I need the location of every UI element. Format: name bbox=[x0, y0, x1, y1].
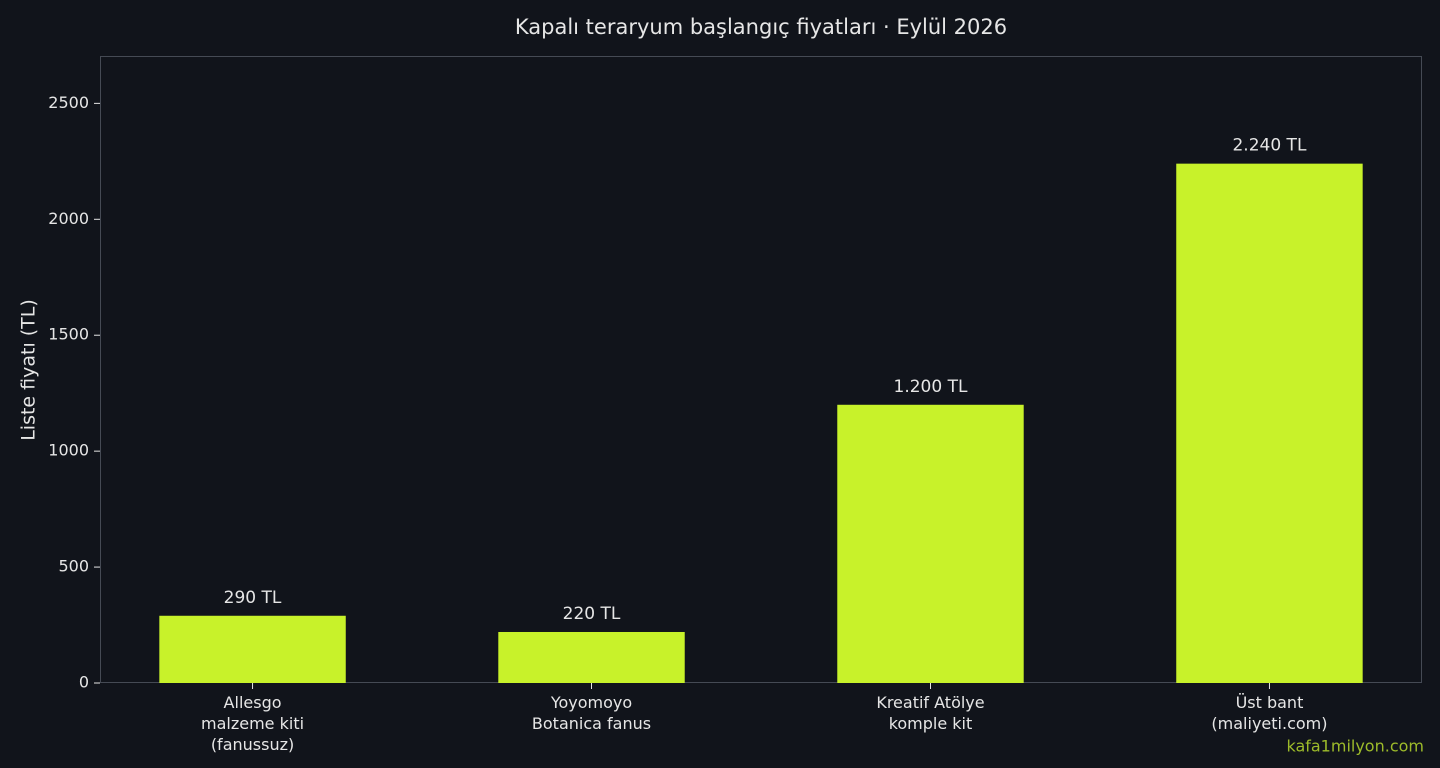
y-tick-label: 1500 bbox=[48, 325, 89, 344]
bar bbox=[1176, 163, 1363, 683]
bar bbox=[837, 404, 1024, 683]
value-label: 1.200 TL bbox=[894, 377, 968, 397]
plot-frame bbox=[100, 56, 1422, 683]
value-label: 2.240 TL bbox=[1232, 136, 1306, 156]
x-tick-label: Üst bant (maliyeti.com) bbox=[1211, 693, 1328, 733]
x-tick-label: Kreatif Atölye komple kit bbox=[876, 693, 985, 733]
bar bbox=[498, 631, 685, 683]
value-label: 290 TL bbox=[224, 588, 282, 608]
y-tick-label: 1000 bbox=[48, 441, 89, 460]
y-tick-label: 2000 bbox=[48, 209, 89, 228]
bar bbox=[159, 615, 346, 683]
value-label: 220 TL bbox=[563, 604, 621, 624]
y-tick-label: 2500 bbox=[48, 93, 89, 112]
x-tick-label: Allesgo malzeme kiti (fanussuz) bbox=[201, 693, 305, 754]
y-tick-label: 0 bbox=[79, 673, 89, 692]
watermark: kafa1milyon.com bbox=[1286, 737, 1424, 756]
y-axis-label: Liste fiyatı (TL) bbox=[18, 299, 40, 441]
y-tick-label: 500 bbox=[58, 557, 89, 576]
chart-title: Kapalı teraryum başlangıç fiyatları · Ey… bbox=[515, 15, 1007, 39]
x-tick-label: Yoyomoyo Botanica fanus bbox=[531, 693, 652, 733]
